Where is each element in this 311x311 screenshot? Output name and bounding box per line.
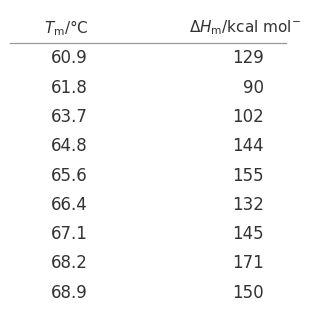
Text: 102: 102 xyxy=(232,108,264,126)
Text: 66.4: 66.4 xyxy=(51,196,88,214)
Text: $\Delta \mathit{H}_{\mathrm{m}}$/kcal mol$^{-}$: $\Delta \mathit{H}_{\mathrm{m}}$/kcal mo… xyxy=(189,18,301,37)
Text: 63.7: 63.7 xyxy=(51,108,88,126)
Text: 90: 90 xyxy=(243,79,264,97)
Text: 61.8: 61.8 xyxy=(51,79,88,97)
Text: 145: 145 xyxy=(232,225,264,243)
Text: 68.9: 68.9 xyxy=(51,284,88,302)
Text: 64.8: 64.8 xyxy=(51,137,88,155)
Text: 155: 155 xyxy=(232,166,264,184)
Text: 150: 150 xyxy=(232,284,264,302)
Text: 129: 129 xyxy=(232,49,264,67)
Text: $\mathit{T}_{\mathrm{m}}$/°C: $\mathit{T}_{\mathrm{m}}$/°C xyxy=(44,18,88,38)
Text: 132: 132 xyxy=(232,196,264,214)
Text: 68.2: 68.2 xyxy=(51,254,88,272)
Text: 144: 144 xyxy=(232,137,264,155)
Text: 171: 171 xyxy=(232,254,264,272)
Text: 67.1: 67.1 xyxy=(51,225,88,243)
Text: 60.9: 60.9 xyxy=(51,49,88,67)
Text: 65.6: 65.6 xyxy=(51,166,88,184)
